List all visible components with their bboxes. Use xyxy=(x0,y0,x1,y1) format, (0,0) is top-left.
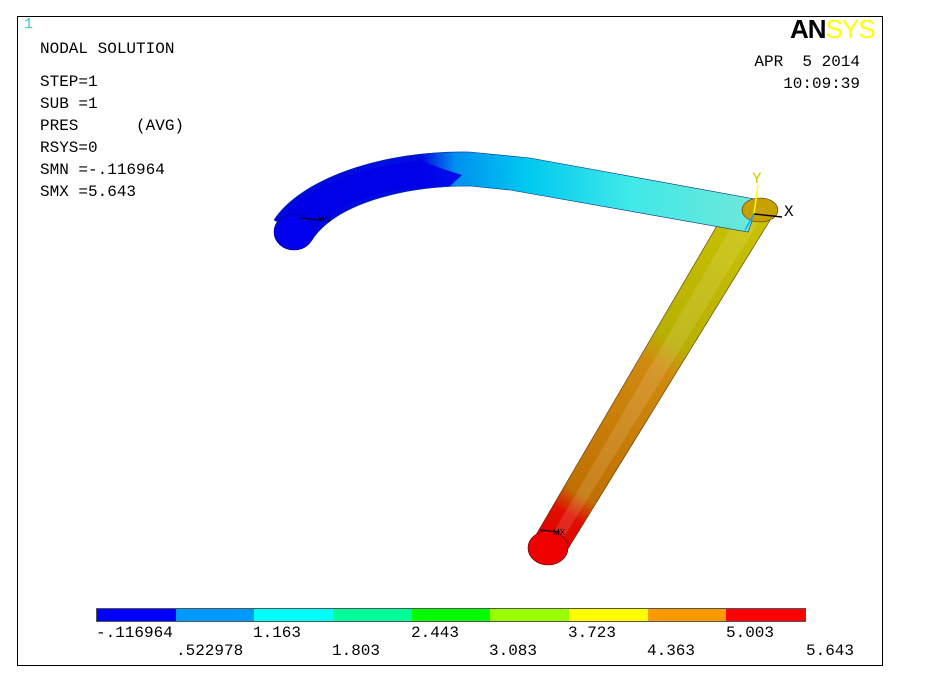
legend-segment-7 xyxy=(569,609,648,621)
legend-lower-label-2: 1.803 xyxy=(332,642,380,660)
contour-legend-bar xyxy=(96,608,806,622)
pipe-elbow-cap xyxy=(742,198,778,222)
legend-upper-label-5: 5.003 xyxy=(726,624,774,642)
legend-upper-label-2: 1.163 xyxy=(253,624,301,642)
legend-segment-6 xyxy=(490,609,569,621)
legend-segment-3 xyxy=(254,609,333,621)
legend-segment-4 xyxy=(333,609,412,621)
legend-upper-label-1: -.116964 xyxy=(96,624,173,642)
pipe-leg-shading xyxy=(545,212,765,550)
legend-upper-label-3: 2.443 xyxy=(411,624,459,642)
legend-lower-label-3: 3.083 xyxy=(489,642,537,660)
legend-lower-label-1: .522978 xyxy=(176,642,243,660)
pipe-end-min xyxy=(274,214,314,250)
max-marker: MX xyxy=(553,528,566,537)
legend-segment-1 xyxy=(97,609,176,621)
legend-segment-9 xyxy=(726,609,805,621)
legend-upper-label-4: 3.723 xyxy=(568,624,616,642)
legend-segment-2 xyxy=(176,609,255,621)
triad-x-label: X xyxy=(784,203,794,221)
legend-lower-label-4: 4.363 xyxy=(647,642,695,660)
min-marker: MN xyxy=(318,215,331,224)
legend-lower-label-5: 5.643 xyxy=(806,642,854,660)
triad-y-label: Y xyxy=(752,170,762,188)
legend-segment-8 xyxy=(648,609,727,621)
legend-segment-5 xyxy=(412,609,491,621)
